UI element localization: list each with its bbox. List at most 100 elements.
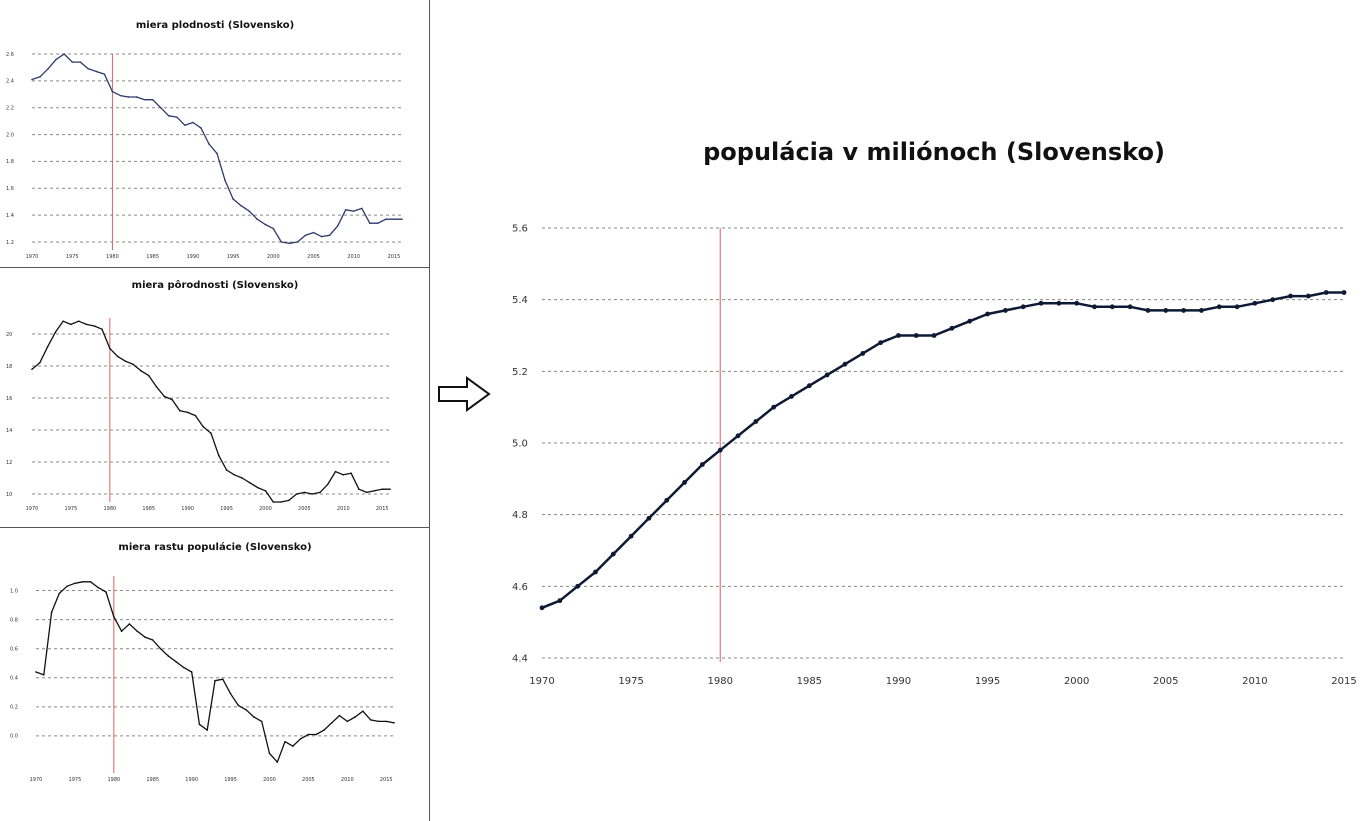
- fertility-x-tick-label: 2010: [347, 254, 360, 260]
- population-data-point: [931, 333, 937, 338]
- growth-data-point: [229, 692, 232, 695]
- population-x-tick-label: 2010: [1242, 676, 1267, 687]
- birth-x-tick-label: 1975: [65, 506, 78, 512]
- birth-data-point: [249, 482, 251, 484]
- fertility-data-point: [151, 98, 154, 101]
- fertility-data-point: [103, 73, 106, 75]
- birth-data-point: [373, 490, 376, 492]
- fertility-data-point: [200, 127, 202, 129]
- fertility-y-tick-label: 1.4: [6, 213, 14, 219]
- fertility-data-point: [135, 96, 138, 98]
- fertility-x-tick-label: 1995: [227, 254, 240, 260]
- birth-data-point: [163, 395, 166, 398]
- birth-data-point: [155, 386, 158, 388]
- population-data-point: [1216, 304, 1222, 310]
- growth-data-point: [58, 592, 61, 595]
- birth-x-tick-label: 1970: [26, 506, 39, 512]
- population-y-tick-label: 4.8: [512, 510, 528, 521]
- population-y-tick-label: 4.4: [512, 654, 528, 665]
- growth-chart-svg: miera rastu populácie (Slovensko) 0.0 0.2 0…: [10, 541, 395, 783]
- fertility-y-tick-label: 1.2: [6, 240, 14, 246]
- fertility-x-tick-label: 1990: [187, 254, 200, 260]
- birth-data-point: [358, 488, 360, 490]
- growth-x-tick-label: 1970: [30, 777, 43, 783]
- population-y-tick-label: 5.2: [512, 367, 528, 378]
- birth-chart-title: miera pôrodnosti (Slovensko): [132, 279, 299, 291]
- population-data-point: [806, 383, 812, 389]
- birth-series-line: [31, 320, 390, 503]
- fertility-data-point: [111, 90, 114, 93]
- fertility-data-point: [328, 234, 331, 237]
- population-data-point: [1252, 300, 1258, 306]
- growth-y-tick-label: 0.8: [10, 617, 18, 623]
- growth-data-point: [97, 586, 100, 589]
- growth-data-point: [393, 722, 395, 724]
- fertility-chart-svg: miera plodnosti (Slovensko) 1.2 1.4 1.6 1.8 2…: [6, 20, 403, 260]
- population-data-point: [1305, 293, 1311, 299]
- population-data-point: [913, 333, 919, 338]
- birth-x-tick-label: 1990: [181, 506, 194, 512]
- growth-data-point: [245, 708, 247, 711]
- birth-data-point: [217, 454, 220, 457]
- fertility-data-point: [377, 222, 379, 224]
- birth-data-point: [147, 374, 150, 377]
- growth-x-tick-label: 1985: [146, 777, 159, 783]
- population-data-point: [1109, 304, 1115, 310]
- population-data-point: [610, 551, 616, 557]
- population-data-point: [985, 311, 990, 317]
- birth-data-point: [70, 323, 72, 326]
- birth-data-point: [256, 486, 259, 489]
- population-data-point: [967, 318, 973, 324]
- fertility-data-point: [47, 67, 49, 70]
- population-data-point: [949, 325, 955, 331]
- fertility-data-point: [224, 179, 226, 182]
- population-data-point: [1163, 308, 1169, 313]
- birth-data-point: [93, 325, 96, 327]
- growth-data-point: [385, 720, 388, 723]
- growth-chart-title: miera rastu populácie (Slovensko): [118, 541, 311, 553]
- population-data-point: [789, 394, 794, 399]
- fertility-data-point: [288, 242, 291, 245]
- fertility-data-point: [63, 53, 65, 55]
- growth-data-point: [260, 720, 263, 723]
- population-x-tick-label: 1990: [886, 676, 911, 687]
- fertility-y-tick-label: 2.0: [6, 132, 14, 138]
- birth-data-point: [62, 320, 64, 322]
- birth-y-tick-label: 10: [6, 492, 12, 498]
- population-x-tick-label: 2015: [1331, 676, 1356, 687]
- growth-x-tick-label: 2015: [380, 777, 393, 783]
- population-data-point: [1092, 304, 1097, 310]
- birth-data-point: [171, 398, 173, 401]
- population-data-point: [1127, 304, 1133, 310]
- fertility-data-point: [31, 78, 33, 81]
- population-x-tick-label: 1980: [707, 676, 732, 687]
- fertility-data-point: [360, 207, 363, 210]
- population-x-tick-label: 1985: [797, 676, 822, 687]
- fertility-data-point: [385, 218, 387, 220]
- birth-y-tick-label: 12: [6, 460, 12, 466]
- growth-data-point: [151, 639, 154, 641]
- fertility-data-point: [184, 124, 186, 126]
- birth-data-point: [101, 328, 103, 330]
- growth-data-point: [42, 674, 45, 676]
- growth-data-point: [144, 636, 146, 638]
- fertility-data-point: [39, 76, 41, 78]
- fertility-data-point: [216, 152, 218, 155]
- fertility-data-point: [280, 241, 283, 243]
- growth-data-point: [292, 745, 294, 747]
- birth-data-point: [233, 474, 236, 476]
- fertility-data-point: [192, 121, 194, 124]
- growth-data-point: [268, 752, 271, 755]
- fertility-y-tick-label: 1.8: [6, 159, 14, 165]
- fertility-chart-panel: miera plodnosti (Slovensko) 1.2 1.4 1.6 1.8 2…: [0, 0, 430, 268]
- growth-data-point: [66, 585, 68, 587]
- fertility-data-point: [264, 223, 267, 226]
- population-data-point: [1341, 290, 1347, 295]
- birth-data-point: [295, 493, 298, 495]
- fertility-data-point: [369, 222, 371, 224]
- birth-x-tick-label: 1980: [103, 506, 116, 512]
- population-y-tick-label: 5.0: [512, 439, 528, 450]
- fertility-data-point: [272, 227, 275, 230]
- birth-data-point: [179, 410, 181, 412]
- population-chart-svg: populácia v miliónoch (Slovensko) 4.4 4.6 4…: [512, 138, 1357, 687]
